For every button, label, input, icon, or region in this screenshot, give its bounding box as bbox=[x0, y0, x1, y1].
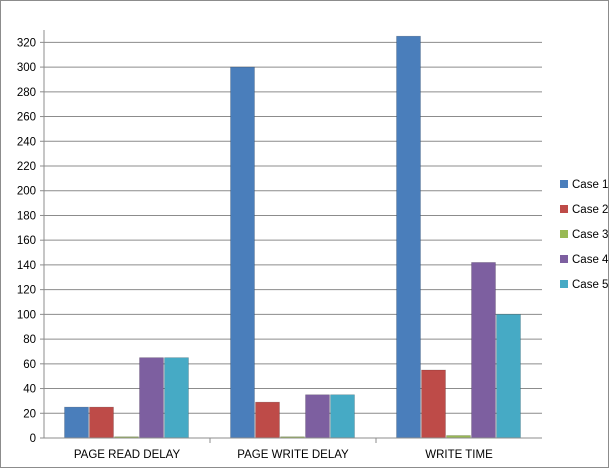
y-tick-label: 200 bbox=[17, 186, 36, 198]
legend-label: Case 1 bbox=[572, 179, 608, 191]
y-tick-label: 0 bbox=[30, 433, 36, 445]
y-tick-label: 40 bbox=[23, 384, 36, 396]
bar-case-5-2 bbox=[496, 314, 521, 439]
legend-swatch bbox=[560, 205, 568, 213]
bars bbox=[64, 35, 521, 439]
legend-swatch bbox=[560, 255, 568, 263]
x-category-label: PAGE WRITE DELAY bbox=[237, 449, 349, 461]
legend-label: Case 5 bbox=[572, 279, 608, 291]
bar-case-4-1 bbox=[305, 394, 330, 439]
y-tick-label: 280 bbox=[17, 87, 36, 99]
legend-swatch bbox=[560, 180, 568, 188]
y-tick-label: 300 bbox=[17, 62, 36, 74]
axes bbox=[43, 30, 542, 443]
y-tick-label: 60 bbox=[23, 359, 36, 371]
bar-case-4-2 bbox=[471, 262, 496, 439]
x-category-label: WRITE TIME bbox=[425, 449, 493, 461]
y-tick-label: 180 bbox=[17, 210, 36, 222]
bar-case-2-0 bbox=[89, 406, 114, 439]
legend: Case 1 Case 2 Case 3 Case 4 Case 5 bbox=[560, 179, 609, 291]
bar-case-2-1 bbox=[255, 401, 280, 439]
legend-swatch bbox=[560, 230, 568, 238]
y-axis-ticks: 0 20 40 60 80 100 120 140 160 180 200 220 240 260 280 3… bbox=[17, 37, 44, 445]
legend-swatch bbox=[560, 280, 568, 288]
legend-label: Case 4 bbox=[572, 254, 609, 266]
y-tick-label: 220 bbox=[17, 161, 36, 173]
y-tick-label: 240 bbox=[17, 136, 36, 148]
bar-case-5-1 bbox=[330, 394, 355, 439]
y-tick-label: 100 bbox=[17, 309, 36, 321]
bar-case-1-0 bbox=[64, 406, 89, 439]
y-tick-label: 320 bbox=[17, 37, 36, 49]
y-tick-label: 140 bbox=[17, 260, 36, 272]
legend-label: Case 2 bbox=[572, 204, 608, 216]
y-tick-label: 80 bbox=[23, 334, 36, 346]
y-tick-label: 120 bbox=[17, 285, 36, 297]
bar-case-2-2 bbox=[421, 369, 446, 439]
x-axis-labels: PAGE READ DELAY PAGE WRITE DELAY WRITE TIM… bbox=[74, 449, 493, 461]
bar-case-1-1 bbox=[230, 66, 255, 439]
bar-case-1-2 bbox=[396, 35, 421, 439]
gridlines bbox=[44, 41, 542, 414]
legend-label: Case 3 bbox=[572, 229, 608, 241]
bar-case-5-0 bbox=[164, 357, 189, 439]
x-category-label: PAGE READ DELAY bbox=[74, 449, 181, 461]
y-tick-label: 260 bbox=[17, 112, 36, 124]
y-tick-label: 20 bbox=[23, 408, 36, 420]
bar-case-4-0 bbox=[139, 357, 164, 439]
y-tick-label: 160 bbox=[17, 235, 36, 247]
